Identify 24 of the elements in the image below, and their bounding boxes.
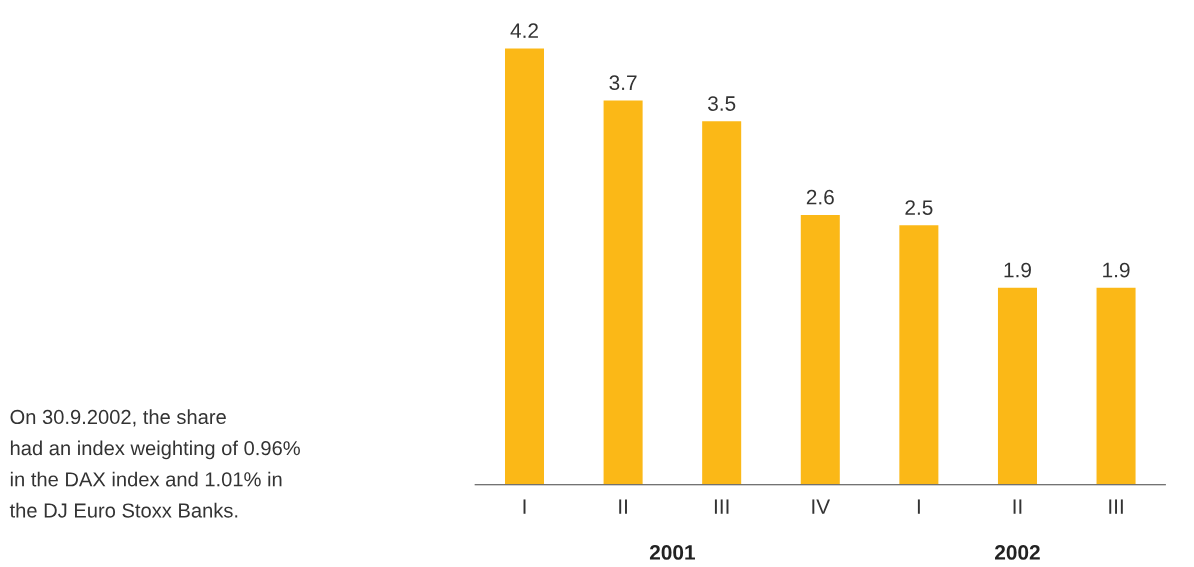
data-label: 3.7: [609, 75, 637, 91]
x-tick-label: II: [1013, 499, 1022, 514]
data-label: 2.5: [905, 200, 933, 215]
bar: [996, 286, 1039, 485]
text: 2002: [995, 545, 1040, 560]
x-tick-label: III: [1109, 499, 1123, 514]
bar: [799, 213, 842, 485]
x-tick-label: III: [714, 499, 729, 514]
data-label: 1.9: [1103, 262, 1130, 278]
x-tick-label: I: [523, 499, 526, 514]
bar: [602, 99, 645, 485]
x-tick-label: IV: [812, 499, 831, 514]
bar: [1095, 286, 1137, 485]
data-label: 2.6: [806, 189, 834, 205]
text: On 30.9.2002, the share had an index weighting of 0.96% in the DAX index and 1.01% in the DJ Euro Stoxx Banks.: [9, 409, 300, 518]
data-label: 4.2: [510, 23, 538, 38]
text: 2001: [649, 545, 695, 560]
bar: [897, 223, 940, 485]
x-tick-label: II: [619, 499, 627, 514]
bar: [503, 47, 546, 485]
data-label: 1.9: [1004, 262, 1031, 278]
x-tick-label: I: [917, 499, 920, 514]
bar: [700, 119, 743, 485]
data-label: 3.5: [708, 96, 736, 111]
